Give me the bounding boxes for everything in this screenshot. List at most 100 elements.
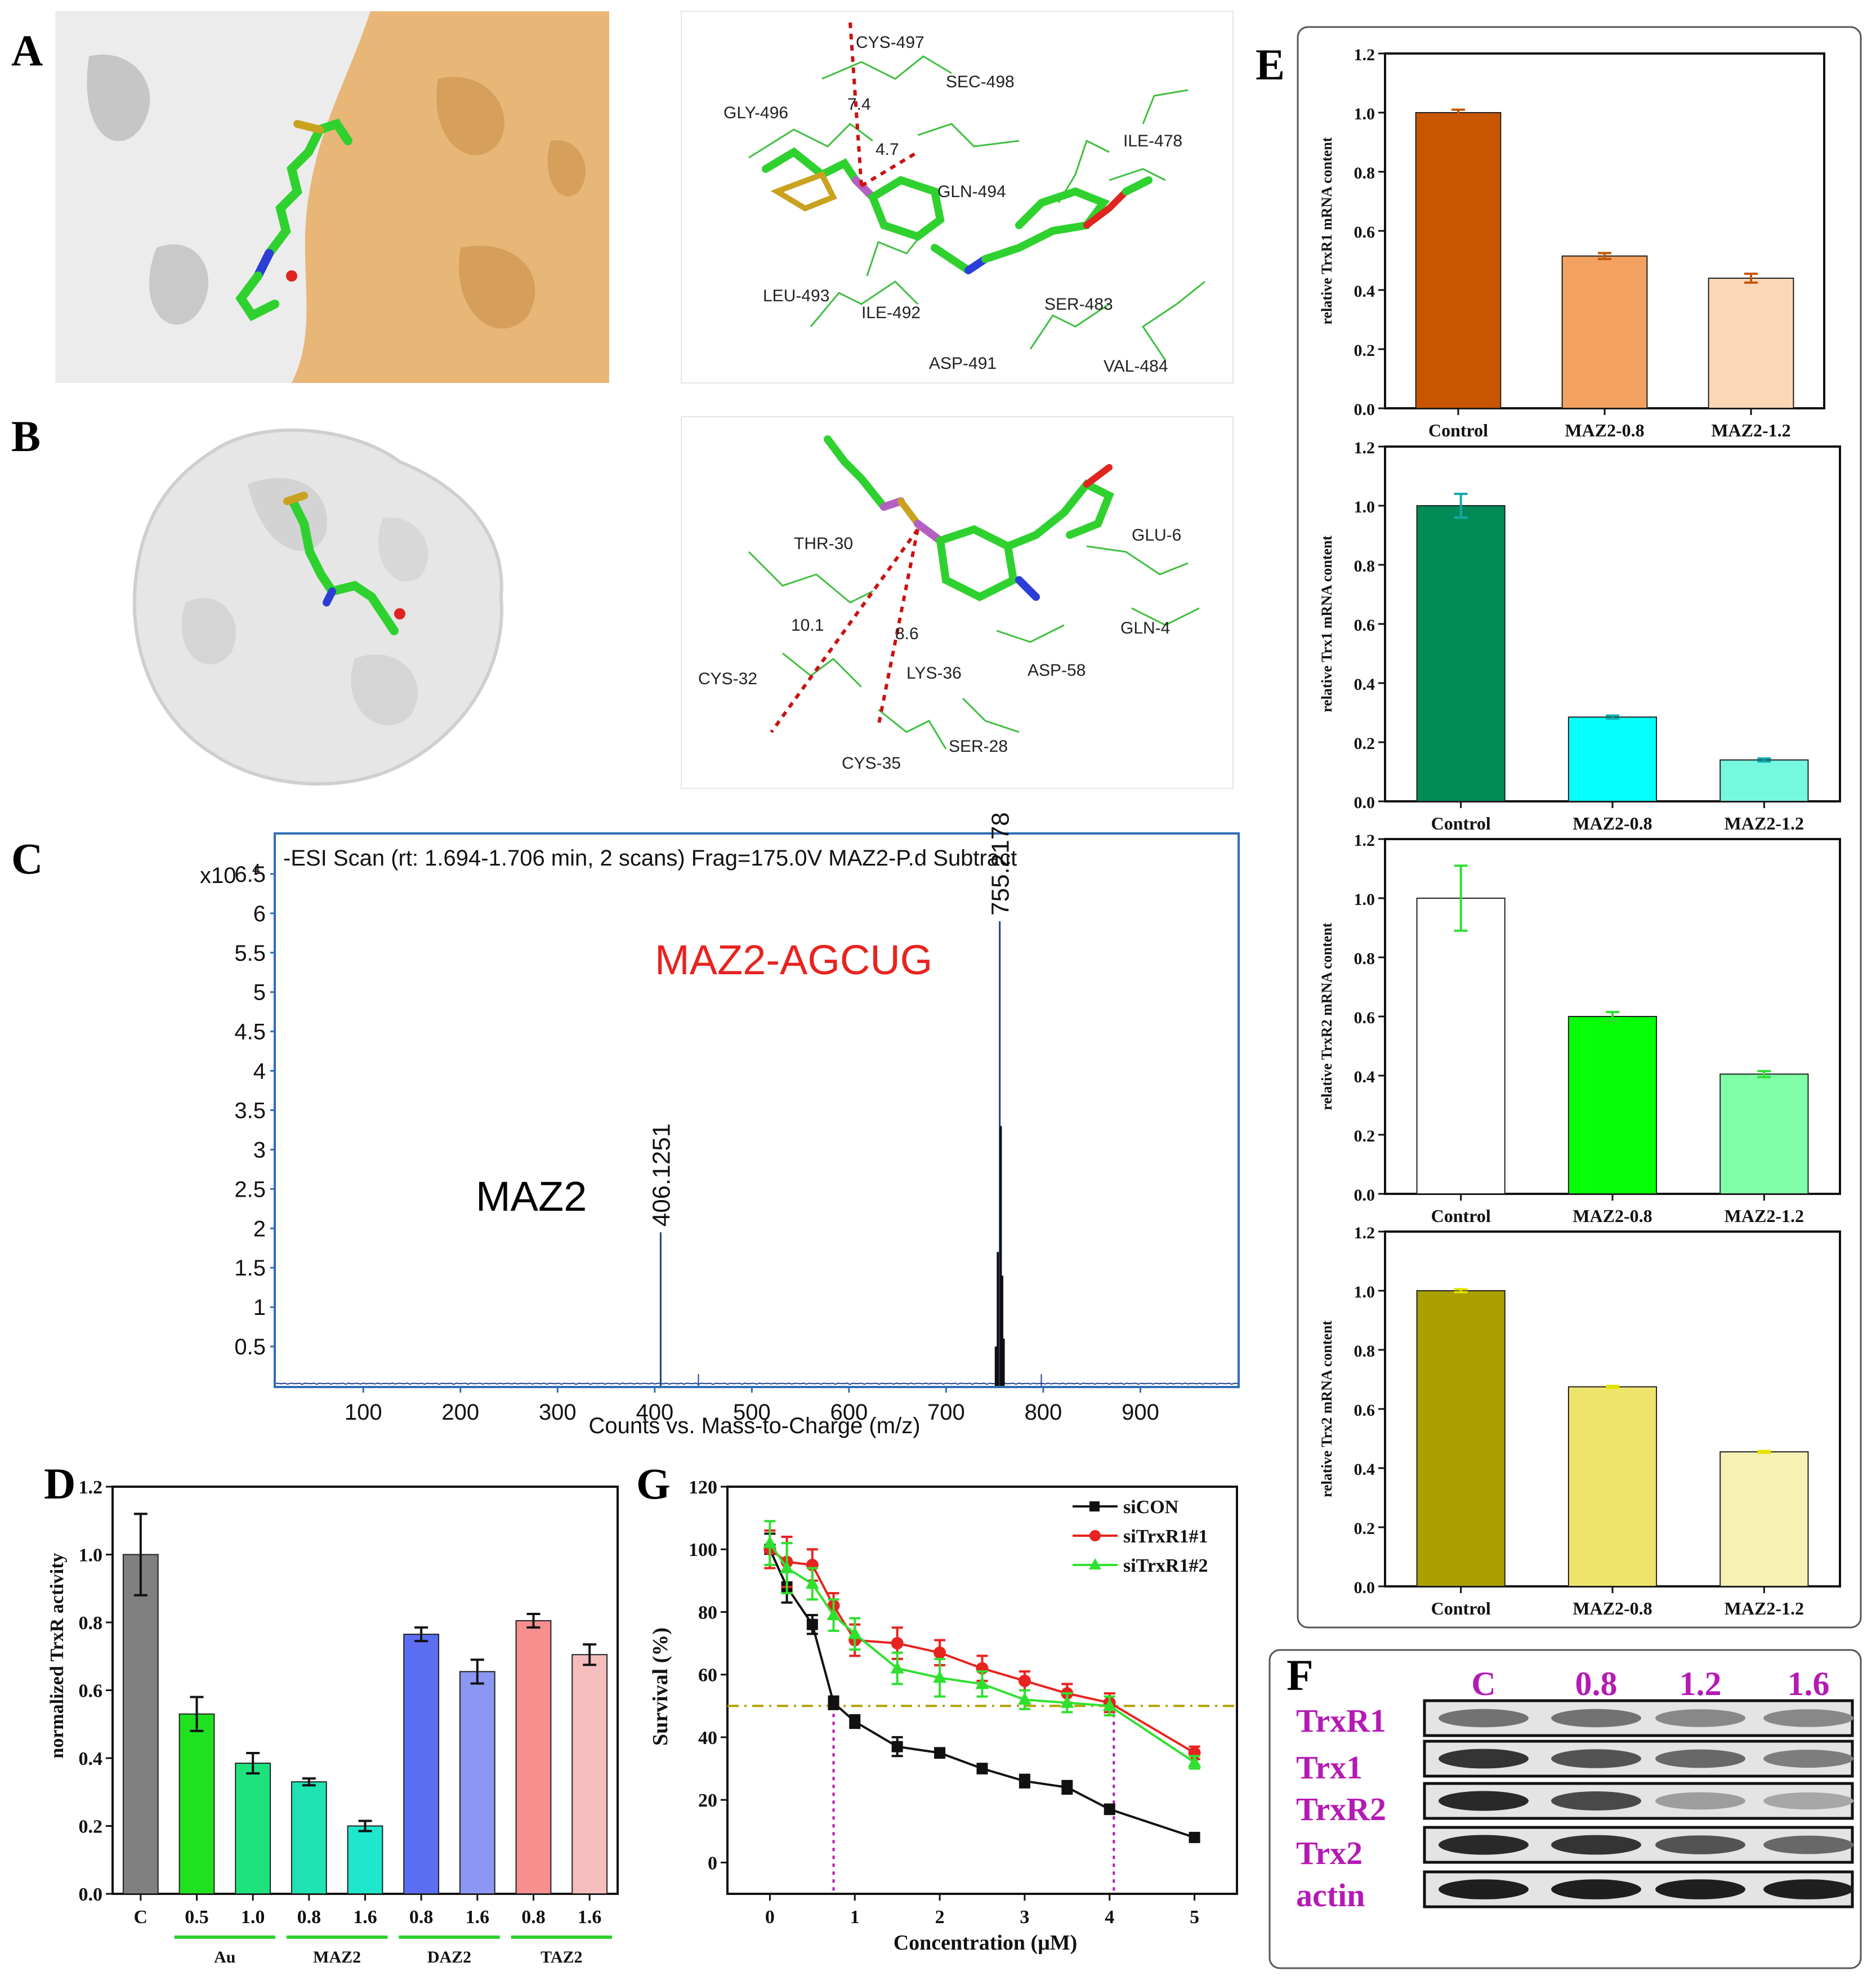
y-tick-label: 0.6 xyxy=(1354,1009,1375,1027)
y-tick-label: 1 xyxy=(253,1295,266,1320)
residue-label: THR-30 xyxy=(794,534,853,553)
y-tick-label: 6.5 xyxy=(234,862,266,887)
lane-label: C xyxy=(1471,1665,1495,1702)
panel-label-e: E xyxy=(1256,40,1285,89)
y-tick-label: 5.5 xyxy=(234,941,266,966)
category-label: MAZ2-1.2 xyxy=(1725,1598,1804,1618)
bar xyxy=(291,1781,327,1895)
x-tick-label: 700 xyxy=(927,1400,965,1425)
panel-e-frame xyxy=(1297,26,1862,1629)
y-tick-label: 0.2 xyxy=(79,1817,103,1838)
category-label: 0.8 xyxy=(521,1907,546,1928)
x-tick-label: 4 xyxy=(1105,1907,1114,1928)
blot-band xyxy=(1439,1791,1529,1811)
spectrum-frame xyxy=(274,832,1240,1388)
residue-label: LEU-493 xyxy=(763,287,829,305)
residue-label: ILE-492 xyxy=(861,304,921,322)
category-label: MAZ2-0.8 xyxy=(1573,1206,1652,1226)
x-tick-label: 1 xyxy=(850,1907,860,1928)
y-tick-label: 100 xyxy=(689,1540,717,1560)
data-point xyxy=(848,1626,862,1639)
bar xyxy=(1415,112,1502,409)
y-tick-label: 1.0 xyxy=(1354,1283,1375,1301)
category-label: 0.8 xyxy=(297,1907,321,1928)
x-tick-label: 800 xyxy=(1025,1400,1062,1425)
x-tick-label: 3 xyxy=(1020,1907,1029,1928)
data-point xyxy=(890,1661,904,1674)
bar xyxy=(1567,1016,1658,1194)
bar xyxy=(1719,1451,1809,1587)
y-tick-label: 0.5 xyxy=(234,1335,266,1359)
y-tick-label: 0.2 xyxy=(1354,734,1375,753)
residue-label: CYS-35 xyxy=(842,754,901,773)
y-tick-label: 1.2 xyxy=(79,1477,103,1498)
blot-band xyxy=(1439,1749,1529,1769)
blot-band xyxy=(1655,1709,1745,1727)
x-axis-label: Concentration (μM) xyxy=(894,1931,1078,1955)
category-label: 1.6 xyxy=(466,1907,490,1928)
group-label: DAZ2 xyxy=(427,1948,471,1966)
data-point xyxy=(828,1697,839,1709)
data-point xyxy=(1017,1692,1031,1705)
legend-marker xyxy=(1089,1530,1101,1541)
y-tick-label: 0.4 xyxy=(1354,1068,1375,1086)
category-label: MAZ2-1.2 xyxy=(1725,813,1804,833)
y-tick-label: 1.2 xyxy=(1354,46,1375,64)
panel-label-a: A xyxy=(11,26,43,75)
bar xyxy=(1708,278,1794,409)
category-label: Control xyxy=(1431,813,1491,833)
y-tick-label: 0.0 xyxy=(1354,400,1375,419)
y-tick-label: 4.5 xyxy=(234,1020,266,1045)
data-point xyxy=(1102,1698,1116,1711)
data-point xyxy=(827,1608,841,1621)
panel-label-b: B xyxy=(11,412,41,461)
blot-band xyxy=(1763,1709,1853,1727)
bar xyxy=(235,1763,271,1895)
y-tick-label: 2 xyxy=(253,1216,266,1241)
x-tick-label: 200 xyxy=(441,1400,479,1425)
category-label: MAZ2-0.8 xyxy=(1573,1598,1652,1618)
data-point xyxy=(976,1763,988,1774)
residue-label: ASP-58 xyxy=(1028,661,1086,680)
blot-band xyxy=(1655,1749,1745,1768)
y-tick-label: 0.0 xyxy=(79,1884,103,1905)
y-tick-label: 1.0 xyxy=(1354,498,1375,516)
blot-band xyxy=(1439,1835,1529,1855)
y-tick-label: 0.6 xyxy=(1354,223,1375,242)
y-tick-label: 1.2 xyxy=(1354,831,1375,850)
x-tick-label: 400 xyxy=(636,1400,673,1425)
data-point xyxy=(1018,1674,1031,1687)
distance-label: 8.6 xyxy=(895,625,919,643)
y-tick-label: 0.2 xyxy=(1354,1519,1375,1538)
y-exponent: 4 xyxy=(252,860,260,877)
x-tick-label: 300 xyxy=(539,1400,577,1425)
bar xyxy=(1567,1386,1658,1587)
x-tick-label: 0 xyxy=(765,1907,775,1928)
blot-band xyxy=(1439,1879,1529,1899)
distance-label: 10.1 xyxy=(791,616,824,635)
category-label: MAZ2-0.8 xyxy=(1565,420,1644,440)
protein-label: Trx2 xyxy=(1296,1835,1363,1871)
y-tick-label: 0.6 xyxy=(1354,616,1375,635)
y-tick-label: 1.5 xyxy=(234,1256,266,1281)
residue-label: SER-483 xyxy=(1044,295,1113,314)
blot-band xyxy=(1763,1835,1853,1854)
y-tick-label: 0.2 xyxy=(1354,1127,1375,1145)
residue-label: CYS-32 xyxy=(698,670,757,688)
category-label: C xyxy=(134,1907,148,1928)
blot-band xyxy=(1551,1791,1641,1810)
x-tick-label: 100 xyxy=(345,1400,382,1425)
protein-label: actin xyxy=(1296,1877,1365,1914)
bar xyxy=(1561,255,1648,409)
bar xyxy=(1416,505,1506,802)
y-tick-label: 0.8 xyxy=(1354,1342,1375,1361)
y-axis-label: relative TrxR1 mRNA content xyxy=(1319,137,1335,324)
y-tick-label: 40 xyxy=(698,1728,717,1749)
mrna-chart-E2: 0.0 0.2 0.4 0.6 0.8 1.0 1.2 Control MAZ2-0.8 MAZ2… xyxy=(1319,439,1841,833)
x-tick-label: 600 xyxy=(830,1400,868,1425)
legend-label: siTrxR1#1 xyxy=(1123,1526,1208,1547)
legend-marker xyxy=(1089,1501,1100,1511)
category-label: Control xyxy=(1431,1206,1491,1226)
data-point xyxy=(805,1576,819,1589)
